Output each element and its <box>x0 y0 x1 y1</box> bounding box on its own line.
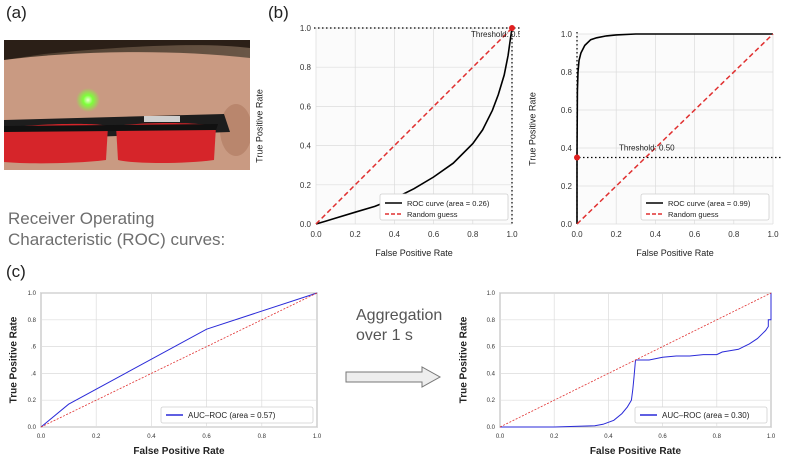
legend-label: AUC–ROC (area = 0.57) <box>188 411 276 420</box>
x-tick-label: 0.2 <box>350 230 362 239</box>
x-tick-label: 0.0 <box>37 434 46 440</box>
y-tick-label: 0.0 <box>487 425 496 431</box>
random-guess-line <box>315 27 513 225</box>
y-tick-label: 0.0 <box>300 220 312 229</box>
y-tick-label: 0.8 <box>487 318 496 324</box>
roc-chart-c-right: 0.0 0.2 0.4 0.6 0.8 1.0 0.0 0.2 0.4 0.6 0.8 1.0 Fals… <box>458 291 776 457</box>
y-tick-label: .4 <box>31 371 37 377</box>
legend-label: Random guess <box>407 210 458 219</box>
x-tick-label: 0.2 <box>92 434 101 440</box>
panel-label-a: (a) <box>6 3 27 22</box>
x-axis-label: False Positive Rate <box>590 446 682 457</box>
y-tick-label: 1.0 <box>28 291 37 297</box>
panel-label-b: (b) <box>268 3 289 22</box>
roc-curve-line <box>576 33 773 224</box>
roc-chart-b-left: 0.0 0.2 0.4 0.6 0.8 1.0 0.0 0.2 0.4 0.6 0.8 1.0 Fals… <box>254 24 520 258</box>
y-axis-label: True Positive Rate <box>458 316 469 403</box>
y-tick-label: 0.2 <box>28 398 37 404</box>
x-tick-label: 0.8 <box>713 434 722 440</box>
y-tick-label: 0.4 <box>561 144 573 153</box>
legend-label: AUC–ROC (area = 0.30) <box>662 411 750 420</box>
x-tick-label: 0.8 <box>728 230 740 239</box>
y-tick-label: 0.2 <box>487 398 496 404</box>
x-tick-label: 0.6 <box>689 230 701 239</box>
y-tick-label: 0.8 <box>561 68 573 77</box>
y-tick-label: 1.0 <box>487 291 496 297</box>
y-tick-label: 0.8 <box>28 318 37 324</box>
roc-curve-line <box>500 293 772 428</box>
x-tick-label: 0.6 <box>658 434 667 440</box>
panel-label-c: (c) <box>6 262 26 281</box>
x-tick-label: 1.0 <box>313 434 322 440</box>
legend-box <box>640 193 770 221</box>
legend-label: ROC curve (area = 0.26) <box>407 199 490 208</box>
x-tick-label: 0.4 <box>650 230 662 239</box>
x-axis-label: False Positive Rate <box>133 446 225 457</box>
x-tick-label: 0.0 <box>310 230 322 239</box>
y-axis-label: True Positive Rate <box>527 92 537 166</box>
subject-photo <box>4 40 250 170</box>
x-tick-label: 0.0 <box>571 230 583 239</box>
aggregation-line-2: over 1 s <box>356 327 413 344</box>
random-guess-line <box>40 292 318 428</box>
y-tick-label: 0.8 <box>300 63 312 72</box>
x-tick-label: 0.4 <box>604 434 613 440</box>
legend-label: Random guess <box>668 210 719 219</box>
x-tick-label: 1.0 <box>767 434 776 440</box>
y-tick-label: 0.6 <box>561 106 573 115</box>
x-axis-label: False Positive Rate <box>636 248 714 258</box>
x-tick-label: 1.0 <box>767 230 779 239</box>
x-tick-label: 0.0 <box>496 434 505 440</box>
roc-chart-c-left: 0.0 0.2 0.4 0.6 0.8 1.0 0.0 0.2 .4 .6 0.8 1.0 False … <box>8 291 322 457</box>
x-tick-label: 0.4 <box>389 230 401 239</box>
roc-curve-line <box>40 292 318 428</box>
threshold-marker <box>574 154 580 161</box>
roc-chart-b-right: 0.0 0.2 0.4 0.6 0.8 1.0 0.0 0.2 0.4 0.6 0.8 1.0 Fals… <box>527 30 783 258</box>
threshold-label: Threshold: 0.50 <box>471 30 520 39</box>
x-tick-label: 0.6 <box>428 230 440 239</box>
y-tick-label: 0.0 <box>561 220 573 229</box>
y-tick-label: 0.4 <box>300 142 312 151</box>
random-guess-line <box>499 292 772 428</box>
threshold-marker <box>509 25 515 31</box>
x-tick-label: 0.2 <box>611 230 623 239</box>
random-guess-line <box>576 33 774 225</box>
x-tick-label: 1.0 <box>506 230 518 239</box>
legend-box <box>634 406 768 424</box>
aggregation-text: Aggregation over 1 s <box>356 306 442 346</box>
roc-caption: Receiver Operating Characteristic (ROC) … <box>8 208 225 250</box>
x-tick-label: 0.8 <box>467 230 479 239</box>
caption-line-1: Receiver Operating <box>8 209 155 228</box>
y-tick-label: .6 <box>31 345 37 351</box>
caption-line-2: Characteristic (ROC) curves: <box>8 230 226 249</box>
aggregation-line-1: Aggregation <box>356 307 443 324</box>
y-tick-label: 1.0 <box>300 24 312 33</box>
x-tick-label: 0.4 <box>147 434 156 440</box>
y-axis-label: True Positive Rate <box>254 89 264 163</box>
y-tick-label: 0.4 <box>487 371 496 377</box>
y-axis-label: True Positive Rate <box>8 316 19 403</box>
y-tick-label: 0.2 <box>561 182 573 191</box>
y-tick-label: 0.6 <box>300 102 312 111</box>
legend-label: ROC curve (area = 0.99) <box>668 199 751 208</box>
legend-box <box>160 406 314 424</box>
legend-box <box>379 193 509 221</box>
y-tick-label: 0.6 <box>487 345 496 351</box>
roc-curve-line <box>315 27 513 225</box>
threshold-label: Threshold: 0.50 <box>619 144 675 153</box>
aggregation-arrow-icon <box>345 366 442 388</box>
x-tick-label: 0.6 <box>202 434 211 440</box>
y-tick-label: 0.2 <box>300 181 312 190</box>
y-tick-label: 1.0 <box>561 30 573 39</box>
x-axis-label: False Positive Rate <box>375 248 453 258</box>
y-tick-label: 0.0 <box>28 425 37 431</box>
x-tick-label: 0.2 <box>550 434 559 440</box>
x-tick-label: 0.8 <box>258 434 267 440</box>
